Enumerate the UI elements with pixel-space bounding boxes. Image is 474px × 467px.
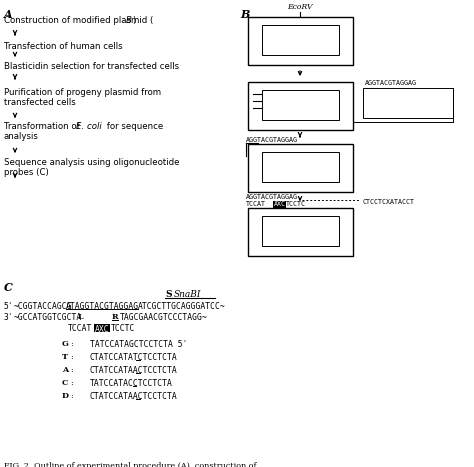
Text: Transformation of: Transformation of bbox=[4, 122, 82, 131]
Text: E. coli: E. coli bbox=[76, 122, 102, 131]
Text: T: T bbox=[62, 353, 68, 361]
Text: CTATCCATATCTCCTCTA: CTATCCATATCTCCTCTA bbox=[90, 353, 178, 362]
Bar bbox=[262, 216, 339, 246]
Text: AGGTACGTAGGAG: AGGTACGTAGGAG bbox=[246, 194, 298, 200]
Text: TAGCGAACGTCCCTAGG~: TAGCGAACGTCCCTAGG~ bbox=[120, 313, 208, 322]
Text: AXC: AXC bbox=[274, 200, 286, 206]
Bar bbox=[94, 324, 110, 332]
Text: for sequence: for sequence bbox=[104, 122, 163, 131]
Text: SnaBI: SnaBI bbox=[174, 290, 201, 299]
Text: :: : bbox=[70, 392, 73, 400]
Text: G: G bbox=[62, 340, 69, 348]
Text: R: R bbox=[112, 313, 118, 321]
Text: B: B bbox=[126, 16, 132, 25]
Text: transfected cells: transfected cells bbox=[4, 98, 76, 107]
Text: :: : bbox=[70, 340, 73, 348]
Bar bbox=[248, 82, 353, 130]
Text: L: L bbox=[78, 313, 83, 321]
Bar bbox=[248, 17, 353, 65]
Text: :: : bbox=[70, 353, 73, 361]
Text: AXC: AXC bbox=[95, 325, 109, 333]
Text: Sequence analysis using oligonucleotide: Sequence analysis using oligonucleotide bbox=[4, 158, 180, 167]
Text: Construction of modified plasmid (: Construction of modified plasmid ( bbox=[4, 16, 154, 25]
Text: B: B bbox=[240, 9, 249, 20]
Text: CTCCTCXATACCT: CTCCTCXATACCT bbox=[363, 199, 415, 205]
Text: S: S bbox=[165, 290, 172, 299]
Text: TCCAT: TCCAT bbox=[246, 201, 266, 207]
Text: C: C bbox=[62, 379, 68, 387]
Text: TATCCATACCTCCTCTA: TATCCATACCTCCTCTA bbox=[90, 379, 173, 388]
Text: ATAGGTACGTAGGAG: ATAGGTACGTAGGAG bbox=[66, 302, 139, 311]
Text: CTATCCATAACTCCTCTA: CTATCCATAACTCCTCTA bbox=[90, 366, 178, 375]
Text: ATCGCTTGCAGGGATCC~: ATCGCTTGCAGGGATCC~ bbox=[138, 302, 226, 311]
Text: 5': 5' bbox=[4, 302, 14, 311]
Text: TATCCATAGCTCCTCTA 5': TATCCATAGCTCCTCTA 5' bbox=[90, 340, 188, 349]
Text: TCCAT: TCCAT bbox=[68, 324, 92, 333]
Text: 3': 3' bbox=[4, 313, 14, 322]
Text: ~GCCATGGTCGCTA: ~GCCATGGTCGCTA bbox=[14, 313, 82, 322]
Text: AGGTACGTAGGAG: AGGTACGTAGGAG bbox=[246, 137, 298, 143]
Bar bbox=[262, 152, 339, 182]
Bar bbox=[248, 208, 353, 256]
Text: TCCTC: TCCTC bbox=[286, 201, 306, 207]
Bar bbox=[273, 201, 286, 208]
Text: analysis: analysis bbox=[4, 132, 39, 141]
Text: :: : bbox=[70, 366, 73, 374]
Text: D: D bbox=[62, 392, 69, 400]
Text: TCCTC: TCCTC bbox=[111, 324, 136, 333]
Text: A: A bbox=[62, 366, 68, 374]
Text: ~CGGTACCAGCG: ~CGGTACCAGCG bbox=[14, 302, 73, 311]
Text: :: : bbox=[70, 379, 73, 387]
Text: Blasticidin selection for transfected cells: Blasticidin selection for transfected ce… bbox=[4, 62, 179, 71]
Text: EcoRV: EcoRV bbox=[287, 3, 313, 11]
Text: FIG. 2  Outline of experimental procedure (A), construction of: FIG. 2 Outline of experimental procedure… bbox=[4, 462, 256, 467]
Text: Transfection of human cells: Transfection of human cells bbox=[4, 42, 123, 51]
Text: A: A bbox=[4, 9, 13, 20]
Text: C: C bbox=[4, 282, 13, 293]
Bar bbox=[262, 90, 339, 120]
Text: CTATCCATAACTCCTCTA: CTATCCATAACTCCTCTA bbox=[90, 392, 178, 401]
Text: Purification of progeny plasmid from: Purification of progeny plasmid from bbox=[4, 88, 161, 97]
Bar bbox=[262, 25, 339, 55]
Bar bbox=[248, 144, 353, 192]
Bar bbox=[363, 88, 453, 118]
Text: probes (C): probes (C) bbox=[4, 168, 49, 177]
Text: ): ) bbox=[132, 16, 135, 25]
Text: AGGTACGTAGGAG: AGGTACGTAGGAG bbox=[365, 80, 417, 86]
